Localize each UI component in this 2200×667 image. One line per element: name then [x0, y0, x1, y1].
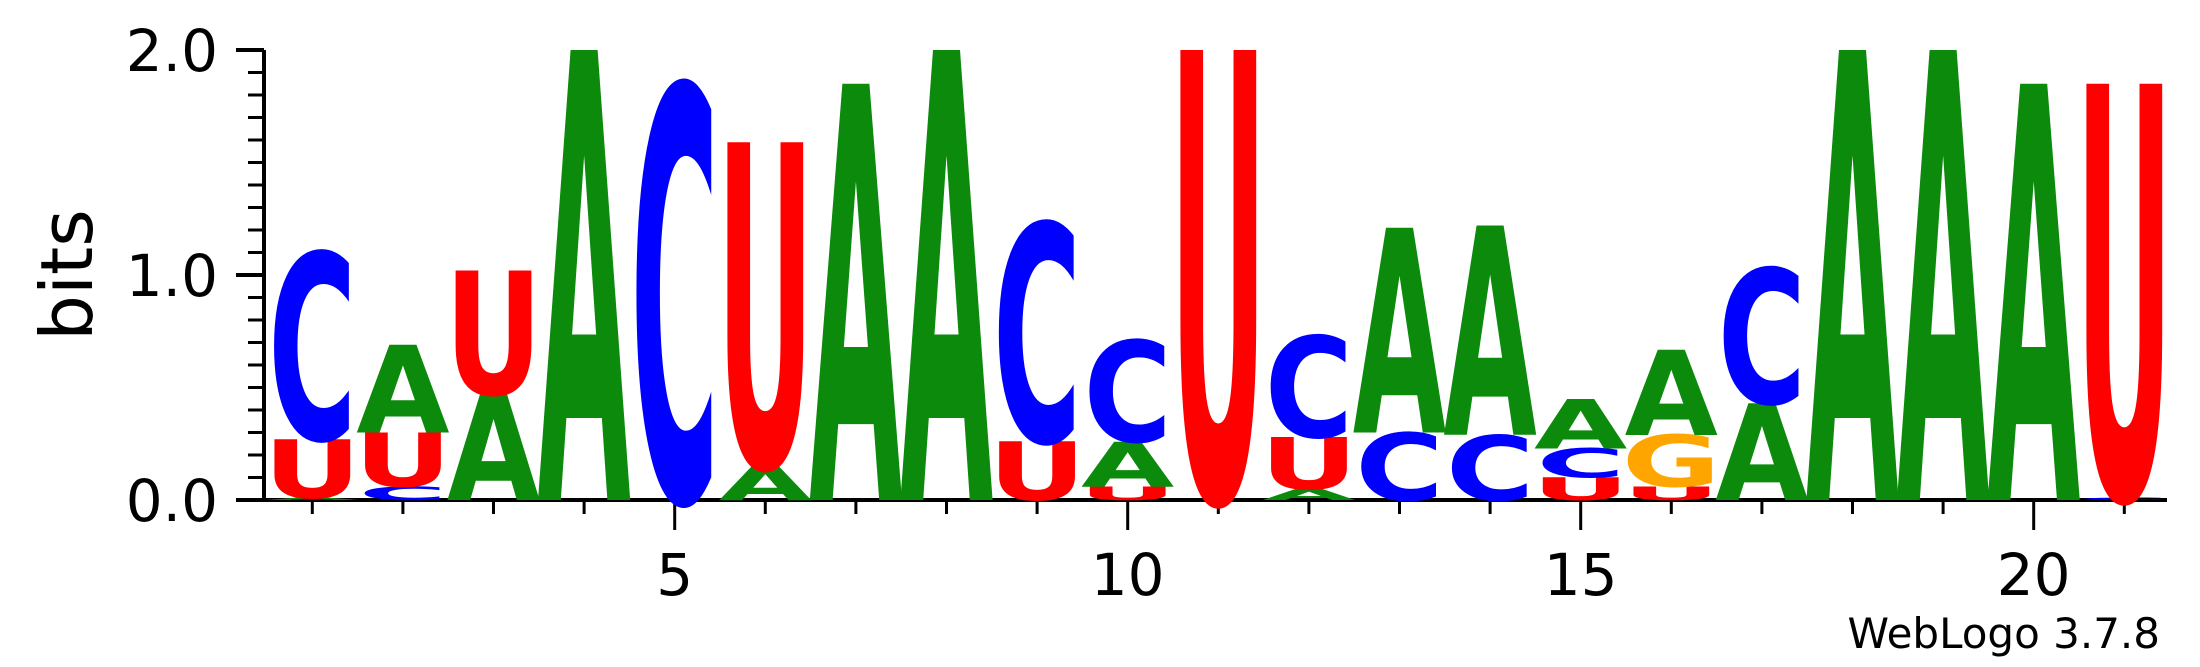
logo-letter-U-pos-15: U: [1532, 471, 1630, 507]
logo-letter-U-pos-21: U: [2075, 0, 2173, 632]
logo-letter-A-pos-14: A: [1443, 169, 1536, 503]
logo-letter-G-pos-16: G: [1622, 421, 1721, 504]
logo-letter-A-pos-16: A: [1625, 327, 1718, 463]
logo-letter-A-pos-12: A: [1262, 486, 1356, 504]
logo-letter-A-pos-1: A: [266, 497, 359, 501]
y-tick-label-0: 0.0: [126, 467, 218, 535]
logo-letter-C-pos-21: C: [2080, 497, 2168, 501]
logo-letter-A-pos-15: A: [1534, 386, 1628, 465]
logo-letter-C-pos-2: C: [359, 483, 447, 504]
logo-letter-U-pos-11: U: [1169, 0, 1267, 646]
logo-letter-C-pos-9: C: [993, 163, 1082, 512]
logo-letter-A-pos-3: A: [447, 366, 540, 535]
x-tick-label-15: 15: [1544, 541, 1618, 609]
logo-letter-U-pos-2: U: [354, 418, 452, 505]
x-tick-label-10: 10: [1091, 541, 1165, 609]
logo-letter-A-pos-17: A: [1715, 376, 1808, 531]
logo-letter-A-pos-19: A: [1896, 0, 1990, 646]
logo-letter-A-pos-10: A: [1081, 429, 1174, 501]
logo-letter-A-pos-20: A: [1987, 0, 2081, 636]
logo-letter-A-pos-2: A: [356, 322, 449, 462]
weblogo-version-footer: WebLogo 3.7.8: [1848, 609, 2161, 658]
logo-letter-A-pos-13: A: [1353, 171, 1446, 498]
logo-letter-U-pos-9: U: [988, 426, 1086, 519]
y-axis-ticks: [236, 48, 264, 502]
logo-letter-U-pos-10: U: [1079, 483, 1177, 504]
y-tick-label-2: 2.0: [126, 17, 218, 85]
logo-letter-A-pos-18: A: [1806, 0, 1900, 646]
logo-letter-U-pos-12: U: [1260, 423, 1358, 506]
logo-letter-C-pos-13: C: [1355, 415, 1444, 523]
logo-letter-C-pos-14: C: [1446, 417, 1535, 522]
logo-letter-C-pos-1: C: [268, 203, 356, 501]
logo-letter-C-pos-15: C: [1536, 441, 1625, 487]
logo-letter-A-pos-4: A: [537, 0, 631, 646]
logo-letter-C-pos-5: C: [630, 0, 718, 634]
logo-letter-C-pos-12: C: [1265, 308, 1354, 470]
logo-letter-A-pos-6: A: [719, 457, 813, 511]
x-axis-ticks: [310, 500, 2126, 530]
logo-letter-A-pos-7: A: [809, 0, 903, 636]
logo-letter-A-pos-8: A: [900, 0, 994, 646]
logo-letter-U-pos-16: U: [1622, 483, 1720, 504]
logo-letter-C-pos-17: C: [1718, 231, 1806, 447]
logo-letter-U-pos-6: U: [716, 54, 814, 571]
x-tick-label-5: 5: [656, 541, 693, 609]
logo-letter-C-pos-10: C: [1083, 312, 1172, 474]
x-tick-label-20: 20: [1997, 541, 2071, 609]
y-tick-label-1: 1.0: [126, 242, 218, 310]
logo-letter-U-pos-1: U: [263, 424, 361, 517]
y-axis-label: bits: [25, 209, 109, 340]
logo-letter-U-pos-3: U: [445, 236, 543, 434]
